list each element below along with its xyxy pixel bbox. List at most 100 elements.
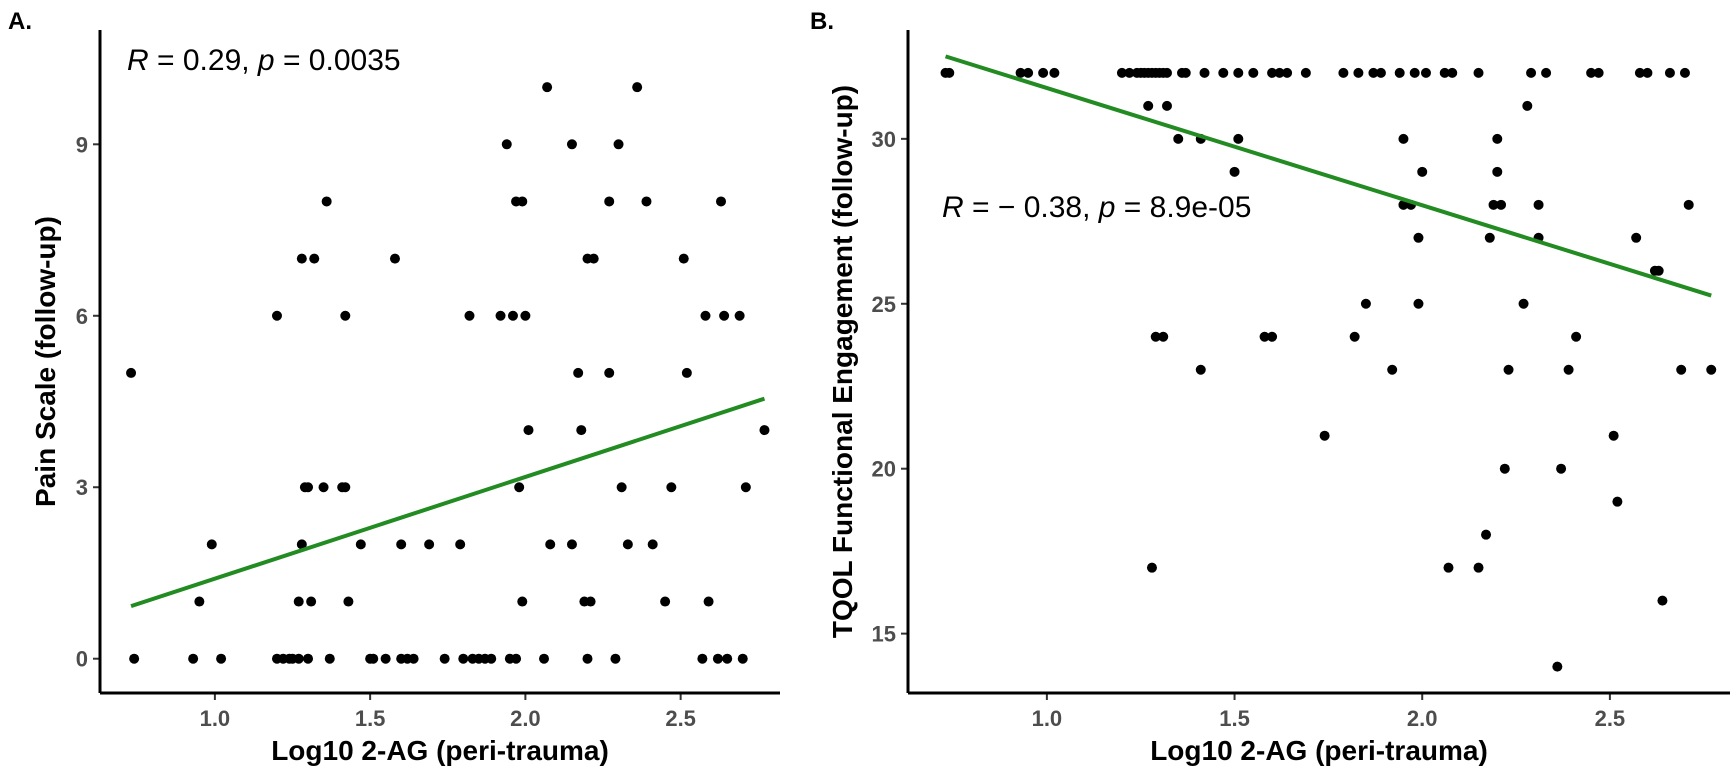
- panel-b-data-point: [1522, 100, 1533, 111]
- panel-a-label: A.: [8, 8, 32, 35]
- panel-b-data-point: [1653, 265, 1664, 276]
- panel-b-data-point: [1338, 67, 1349, 78]
- panel-b-r-value: = − 0.38,: [964, 191, 1099, 224]
- panel-a-data-point: [582, 653, 593, 664]
- panel-b-data-point: [1571, 331, 1582, 342]
- panel-a-r-value: = 0.29,: [149, 44, 258, 77]
- panel-b-data-point: [1563, 364, 1574, 375]
- panel-b-data-point: [1398, 133, 1409, 144]
- panel-b-data-point: [944, 67, 955, 78]
- panel-a-data-point: [514, 482, 525, 493]
- panel-b-data-point: [1368, 67, 1379, 78]
- panel-b-data-point: [1267, 67, 1278, 78]
- panel-b-label: B.: [810, 8, 834, 35]
- panel-a-data-point: [610, 653, 621, 664]
- panel-b-data-point: [1267, 331, 1278, 342]
- panel-b-y-tick-label: 20: [872, 457, 896, 482]
- panel-b-fit-line: [944, 54, 1712, 298]
- panel-b-data-point: [1593, 67, 1604, 78]
- panel-a-y-axis-title: Pain Scale (follow-up): [30, 216, 61, 507]
- panel-a-correlation-annotation: R = 0.29, p = 0.0035: [127, 44, 401, 77]
- panel-a-data-point: [647, 539, 658, 550]
- panel-a-data-point: [293, 596, 304, 607]
- panel-a-data-point: [303, 653, 314, 664]
- panel-b-data-point: [1683, 199, 1694, 210]
- panel-b-x-tick-label: 1.5: [1219, 706, 1250, 731]
- panel-b-data-point: [1023, 67, 1034, 78]
- panel-b: B. R = − 0.38, p = 8.9e-05 1.0 1.5 2.0 2.51…: [810, 8, 1730, 766]
- panel-a-x-axis-title: Log10 2-AG (peri-trauma): [271, 735, 609, 766]
- panel-b-data-point: [1533, 199, 1544, 210]
- panel-b-x-tick-label: 2.0: [1407, 706, 1438, 731]
- panel-a-data-point: [678, 253, 689, 264]
- panel-a-data-point: [542, 82, 553, 93]
- panel-a-data-point: [464, 310, 475, 321]
- panel-a-data-point: [296, 539, 307, 550]
- panel-b-data-point: [1447, 67, 1458, 78]
- panel-b-data-point: [1282, 67, 1293, 78]
- panel-b-data-point: [1195, 364, 1206, 375]
- panel-b-correlation-annotation: R = − 0.38, p = 8.9e-05: [942, 191, 1251, 224]
- panel-a-data-point: [368, 653, 379, 664]
- panel-a-data-point: [216, 653, 227, 664]
- panel-b-data-point: [1488, 199, 1499, 210]
- panel-b-data-point: [1492, 133, 1503, 144]
- panel-b-data-point: [1229, 166, 1240, 177]
- panel-b-data-point: [1038, 67, 1049, 78]
- panel-b-data-point: [1233, 67, 1244, 78]
- panel-a-data-point: [681, 367, 692, 378]
- panel-a-y-tick-label: 0: [76, 647, 88, 672]
- panel-b-data-point: [1503, 364, 1514, 375]
- panel-a-points: [126, 82, 770, 664]
- panel-b-data-point: [1015, 67, 1026, 78]
- panel-a-data-point: [759, 425, 770, 436]
- panel-a-data-point: [455, 539, 466, 550]
- panel-a-data-point: [622, 539, 633, 550]
- panel-b-data-point: [1124, 67, 1135, 78]
- panel-a-data-point: [523, 425, 534, 436]
- panel-b-data-point: [1150, 331, 1161, 342]
- panel-b-data-point: [1631, 232, 1642, 243]
- panel-b-data-point: [1049, 67, 1060, 78]
- panel-b-data-point: [1199, 67, 1210, 78]
- panel-a-data-point: [340, 310, 351, 321]
- panel-a-data-point: [318, 482, 329, 493]
- panel-b-data-point: [1608, 430, 1619, 441]
- panel-b-data-point: [1353, 67, 1364, 78]
- panel-a-x-tick-label: 1.5: [355, 706, 386, 731]
- panel-a-data-point: [517, 596, 528, 607]
- panel-b-data-point: [1679, 67, 1690, 78]
- panel-b-data-point: [1146, 562, 1157, 573]
- panel-a-data-point: [737, 653, 748, 664]
- panel-a-data-point: [321, 196, 332, 207]
- panel-b-y-tick-label: 25: [872, 292, 896, 317]
- panel-b-data-point: [1526, 67, 1537, 78]
- panel-b-data-point: [1556, 463, 1567, 474]
- panel-b-data-point: [1439, 67, 1450, 78]
- panel-b-data-point: [1706, 364, 1717, 375]
- panel-b-data-point: [1161, 67, 1172, 78]
- panel-a-data-point: [604, 196, 615, 207]
- panel-b-data-point: [1387, 364, 1398, 375]
- panel-b-data-point: [1664, 67, 1675, 78]
- panel-a-fit-line: [130, 396, 766, 609]
- panel-a-data-point: [697, 653, 708, 664]
- panel-a-data-point: [539, 653, 550, 664]
- panel-a-ticks: 1.0 1.5 2.0 2.5 0 3 6 9: [76, 132, 696, 731]
- panel-a-data-point: [126, 367, 137, 378]
- panel-b-y-tick-label: 15: [872, 622, 896, 647]
- panel-b-data-point: [1473, 562, 1484, 573]
- panel-b-data-point: [1158, 331, 1169, 342]
- panel-a: A. R = 0.29, p = 0.0035 1.0 1.5 2.0 2.5 0 3 6 9…: [8, 8, 780, 766]
- panel-a-data-point: [722, 653, 733, 664]
- panel-a-data-point: [616, 482, 627, 493]
- panel-a-data-point: [309, 253, 320, 264]
- panel-b-data-point: [1398, 199, 1409, 210]
- panel-a-p-label: p: [257, 44, 275, 77]
- panel-a-data-point: [585, 596, 596, 607]
- panel-b-data-point: [1642, 67, 1653, 78]
- panel-a-data-point: [188, 653, 199, 664]
- panel-a-data-point: [573, 367, 584, 378]
- panel-b-data-point: [1473, 67, 1484, 78]
